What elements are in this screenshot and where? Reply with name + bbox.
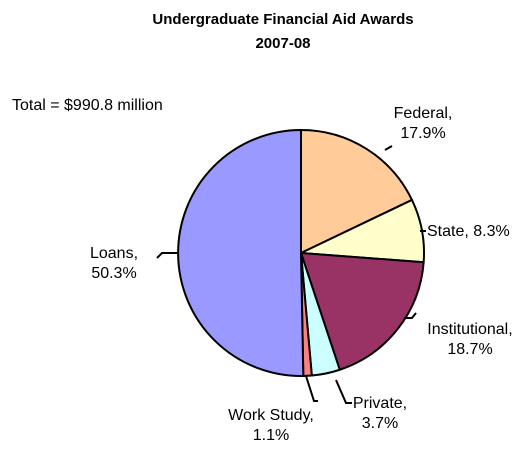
slice-label-line1: Private, bbox=[353, 395, 407, 412]
slice-label-line2: 18.7% bbox=[447, 341, 492, 358]
leader-line-work-study bbox=[305, 375, 318, 402]
total-label: Total = $990.8 million bbox=[12, 97, 163, 114]
slice-label-line2: 3.7% bbox=[362, 415, 398, 432]
leader-line-private bbox=[335, 379, 352, 404]
slice-label-line2: 50.3% bbox=[91, 265, 136, 282]
slice-label-line1: Loans, bbox=[90, 245, 138, 262]
leader-line-institutional bbox=[404, 312, 417, 319]
slice-label-loans: Loans, 50.3% bbox=[90, 245, 138, 282]
chart-title: Undergraduate Financial Aid Awards bbox=[152, 11, 413, 28]
pie-slices bbox=[177, 129, 425, 377]
chart-subtitle: 2007-08 bbox=[255, 35, 310, 52]
leader-line-loans bbox=[156, 252, 177, 259]
slice-labels: Federal, 17.9% State, 8.3% Institutional, 18… bbox=[90, 105, 513, 444]
pie-slice-loans bbox=[177, 129, 305, 377]
slice-label-federal: Federal, 17.9% bbox=[394, 105, 453, 142]
label-leader-lines bbox=[156, 145, 426, 404]
slice-label-work-study: Work Study, 1.1% bbox=[228, 407, 314, 444]
slice-label-line2: 17.9% bbox=[400, 125, 445, 142]
pie-slice-federal bbox=[300, 129, 413, 254]
leader-line-federal bbox=[384, 145, 393, 151]
slice-label-state: State, 8.3% bbox=[427, 223, 510, 240]
slice-label-line1: State, 8.3% bbox=[427, 223, 510, 240]
slice-label-line1: Work Study, bbox=[228, 407, 314, 424]
slice-label-institutional: Institutional, 18.7% bbox=[427, 321, 512, 358]
slice-label-line1: Institutional, bbox=[427, 321, 512, 338]
pie-slice-institutional bbox=[300, 252, 425, 371]
slice-label-line2: 1.1% bbox=[253, 427, 289, 444]
slice-label-line1: Federal, bbox=[394, 105, 453, 122]
slice-label-private: Private, 3.7% bbox=[353, 395, 407, 432]
